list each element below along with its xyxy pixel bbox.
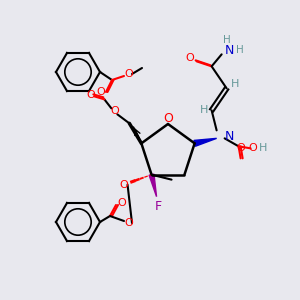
Text: O: O xyxy=(124,69,134,79)
Text: N: N xyxy=(225,44,234,57)
Text: O: O xyxy=(236,143,245,153)
Text: H: H xyxy=(236,45,244,55)
Text: O: O xyxy=(248,143,257,153)
Text: F: F xyxy=(155,200,162,213)
Text: H: H xyxy=(200,105,208,115)
Text: O: O xyxy=(97,87,105,97)
Text: O: O xyxy=(86,90,95,100)
Polygon shape xyxy=(194,138,217,146)
Text: H: H xyxy=(223,35,230,45)
Text: O: O xyxy=(163,112,173,125)
Text: O: O xyxy=(124,218,134,228)
Text: H: H xyxy=(258,143,267,153)
Polygon shape xyxy=(149,174,157,197)
Text: N: N xyxy=(225,130,234,143)
Text: H: H xyxy=(230,79,239,89)
Text: O: O xyxy=(118,198,126,208)
Text: O: O xyxy=(185,53,194,63)
Text: O: O xyxy=(110,106,119,116)
Text: O: O xyxy=(119,180,128,190)
